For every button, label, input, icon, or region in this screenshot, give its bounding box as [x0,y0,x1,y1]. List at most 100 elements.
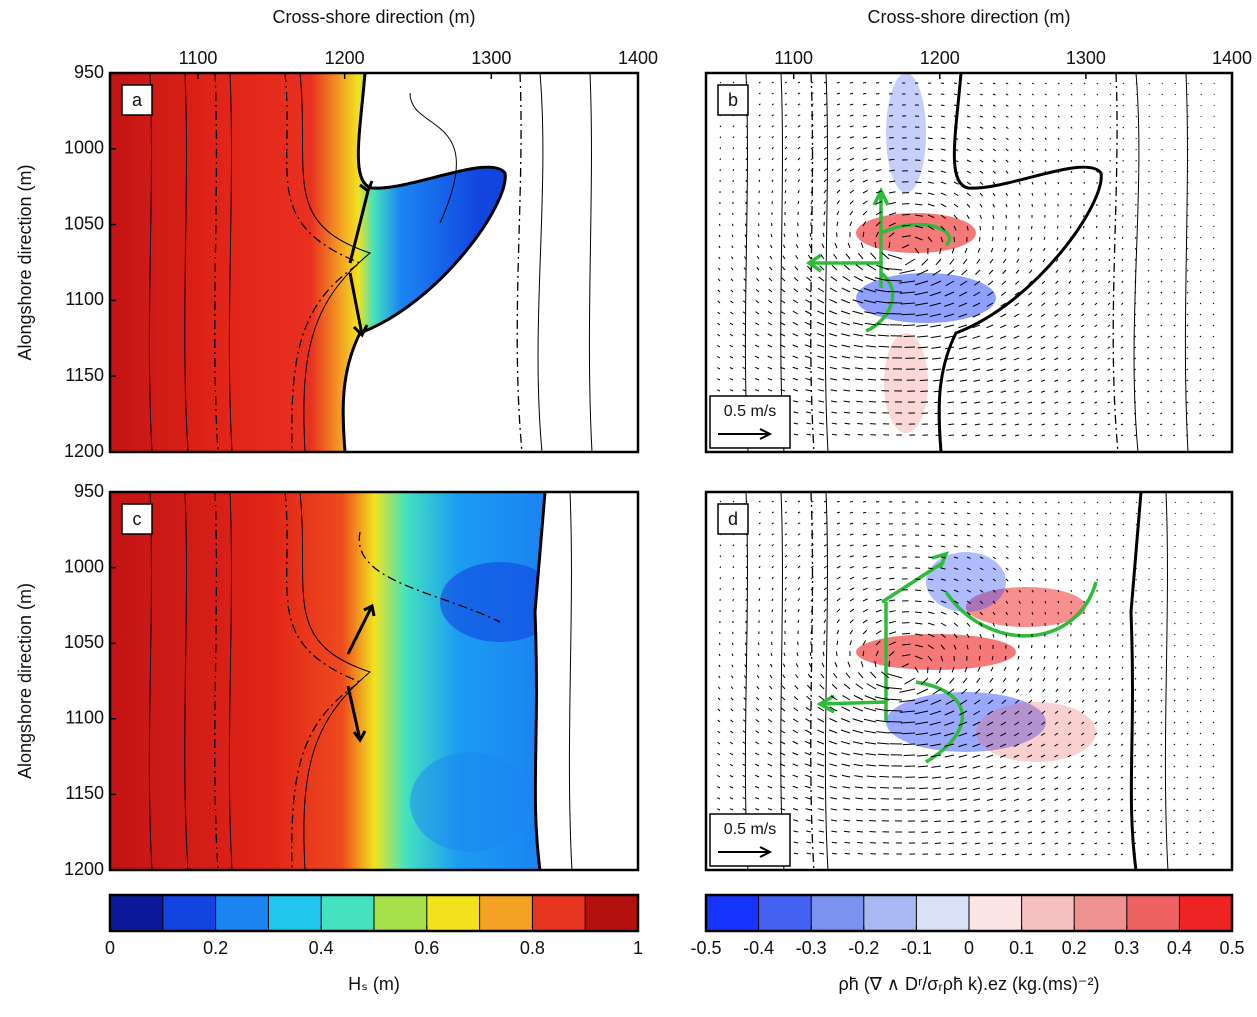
vector [1186,390,1189,393]
vector [1108,655,1111,659]
vector [841,752,851,756]
vector [770,233,773,238]
vector [854,786,864,789]
vector [1005,159,1009,163]
vector [1187,655,1189,658]
vector [1005,203,1008,208]
vector [1133,335,1137,338]
vector [888,577,895,580]
vector [899,710,916,713]
vector [780,707,786,712]
vector [1160,291,1163,294]
vector [992,512,996,515]
vector [1147,820,1150,823]
vector [849,511,854,514]
vector [742,752,747,756]
vector [1070,126,1073,129]
vector [979,600,984,605]
vector [1005,534,1009,537]
vector [844,433,851,436]
vector [877,334,890,337]
vector [1147,666,1150,669]
vector [817,355,825,359]
vector [1057,126,1060,129]
vector [1147,765,1150,768]
vector [990,247,994,253]
vector [755,730,760,734]
vector [953,556,959,559]
vector [1081,853,1085,856]
vector [844,841,851,844]
vector [755,333,760,337]
vector [960,820,968,823]
vector [840,321,851,326]
vector [886,290,903,293]
vector [823,178,827,183]
vector [1134,699,1137,702]
vector [1081,412,1085,415]
vector [1054,743,1059,747]
vector [818,808,825,811]
vector [784,587,787,591]
vector [1174,655,1176,658]
vector [742,311,747,315]
vector [849,92,854,95]
vector [1134,280,1137,283]
vector [1199,743,1202,746]
vector [1094,291,1098,295]
vector [784,168,787,172]
vector [717,686,721,690]
vector [855,808,864,811]
vector [794,685,799,690]
vector [784,81,788,84]
vector [866,356,877,359]
vector [986,787,994,791]
vector [831,422,838,425]
vector [804,752,812,756]
vector [946,379,955,382]
vector [902,743,916,746]
vector [875,619,882,624]
vector [1109,115,1112,118]
vector [771,179,774,183]
vector [953,82,958,85]
vector [755,322,760,326]
vector [1120,732,1124,735]
panel-label-box [121,503,153,535]
vector [1133,379,1137,382]
vector [874,660,877,668]
vector [1094,831,1098,834]
vector [1120,853,1124,856]
vector [1055,280,1059,284]
vector [988,853,994,856]
vector [771,81,774,84]
vector [1122,126,1124,129]
vector [817,706,825,712]
vector [1160,710,1163,713]
vector [1027,357,1033,361]
vector [1054,390,1059,393]
vector [1018,104,1022,107]
vector [938,666,942,674]
vector [805,400,812,403]
vector [1067,368,1072,372]
y-tick-label: 1100 [65,708,104,728]
vector [914,291,929,296]
vector [810,522,814,525]
vector [1067,721,1072,725]
vector [1173,677,1176,680]
vector [804,355,812,359]
vector [1186,401,1189,404]
vector [1028,269,1033,274]
vector [888,212,897,216]
vector [849,221,853,227]
vector [940,512,945,515]
vector [1135,82,1138,85]
vector [932,269,942,276]
vector [972,346,981,350]
vector [1002,258,1007,264]
vector [1160,699,1163,702]
vector [1027,820,1033,823]
field-b [706,73,1234,452]
vector [864,741,877,745]
